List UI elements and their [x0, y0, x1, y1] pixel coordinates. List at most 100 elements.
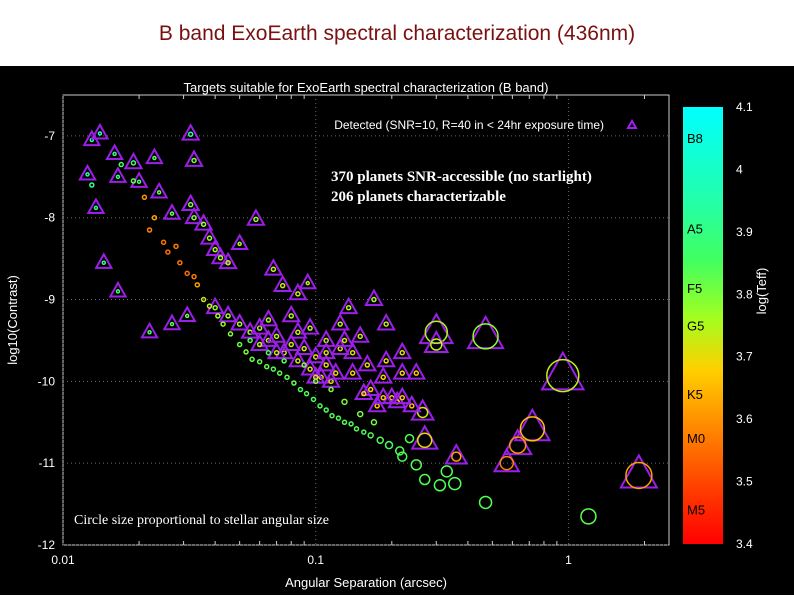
planet-marker — [220, 321, 226, 327]
detected-triangle-marker — [294, 337, 314, 356]
y-tick-label: -12 — [38, 538, 56, 552]
planet-marker — [410, 459, 423, 471]
detected-triangle-marker — [540, 350, 586, 391]
detected-triangle-marker — [392, 386, 413, 405]
planet-marker — [115, 174, 121, 180]
planet-marker — [112, 151, 117, 157]
planet-marker — [451, 451, 462, 462]
chart-title: Targets suitable for ExoEarth spectral c… — [184, 80, 549, 95]
planet-marker — [303, 390, 310, 397]
detected-triangle-marker — [108, 166, 128, 183]
planet-marker — [206, 235, 213, 241]
planet-marker — [256, 358, 263, 365]
detected-triangle-marker — [145, 147, 164, 165]
detected-triangle-marker — [258, 308, 279, 327]
detected-triangle-marker — [376, 349, 396, 368]
detected-triangle-marker — [342, 362, 363, 380]
planet-marker — [416, 406, 429, 419]
planet-marker — [173, 243, 179, 250]
detected-triangle-marker — [288, 282, 308, 301]
colorbar-title: log(Teff) — [754, 268, 769, 315]
planet-marker — [263, 363, 270, 370]
detected-triangle-marker — [316, 341, 336, 360]
planet-marker — [418, 473, 431, 486]
planet-marker — [478, 495, 493, 510]
colorbar-tick-label: 3.5 — [736, 475, 753, 489]
colorbar-tick-label: 3.6 — [736, 412, 753, 426]
detected-triangle-marker — [246, 208, 266, 226]
planet-marker — [169, 321, 175, 327]
planet-marker — [130, 178, 137, 184]
detected-triangle-marker — [272, 274, 293, 293]
detected-triangle-marker — [423, 330, 450, 354]
planet-marker — [85, 172, 90, 177]
planet-marker — [243, 349, 249, 355]
planet-marker — [225, 259, 231, 266]
detected-triangle-marker — [325, 362, 346, 380]
planet-marker — [256, 325, 263, 331]
planet-marker — [291, 380, 297, 386]
planet-marker — [191, 273, 197, 280]
planet-marker — [353, 426, 360, 432]
planet-marker — [212, 304, 218, 311]
colorbar-tick-label: 4 — [736, 162, 743, 176]
y-tick-label: -8 — [44, 211, 55, 225]
detected-triangle-marker — [266, 341, 287, 360]
planet-marker — [546, 358, 580, 393]
planet-marker — [399, 349, 406, 356]
detected-triangle-marker — [354, 382, 374, 401]
data-markers — [78, 122, 659, 525]
planet-marker — [367, 432, 374, 439]
detected-triangle-marker — [249, 333, 270, 351]
planet-marker — [323, 349, 329, 356]
planet-marker — [374, 403, 380, 409]
planet-marker — [212, 246, 218, 253]
planet-marker — [328, 386, 334, 393]
planet-marker — [301, 362, 307, 368]
detected-triangle-marker — [342, 341, 363, 360]
detected-triangle-marker — [373, 386, 394, 405]
detected-triangle-marker — [162, 203, 182, 220]
detected-triangle-marker — [86, 197, 106, 215]
planet-marker — [317, 403, 323, 409]
detected-triangle-marker — [300, 358, 320, 376]
planet-marker — [349, 349, 356, 356]
planet-marker — [136, 179, 142, 184]
planet-marker — [433, 479, 447, 492]
detected-triangle-marker — [316, 353, 336, 372]
detected-triangle-marker — [376, 313, 396, 331]
planet-marker — [253, 216, 259, 223]
detected-triangle-marker — [180, 193, 201, 212]
detected-triangle-marker — [300, 317, 320, 335]
planet-marker — [270, 266, 277, 273]
legend: Detected (SNR=10, R=40 in < 24hr exposur… — [334, 118, 638, 132]
detected-triangle-marker — [229, 313, 250, 331]
detected-triangle-marker — [444, 443, 469, 465]
planet-marker — [295, 358, 301, 364]
planet-marker — [141, 194, 148, 201]
planet-marker — [215, 313, 221, 319]
planet-marker — [440, 465, 454, 478]
planet-marker — [397, 451, 408, 462]
planet-marker — [370, 419, 378, 426]
planet-marker — [118, 161, 124, 168]
detected-triangle-marker — [123, 151, 144, 170]
colorbar-labels: 4.1 4 3.9 3.8 3.7 3.6 3.5 3.4 B8 A5 F5 G5 K5 M0 M5 — [687, 100, 753, 551]
detected-triangle-marker — [218, 304, 238, 323]
planet-marker — [323, 407, 329, 413]
planet-marker — [424, 320, 449, 345]
detected-triangle-marker — [298, 272, 318, 290]
planet-marker — [310, 396, 317, 403]
spectral-type-label: F5 — [687, 281, 702, 296]
planet-marker — [160, 239, 167, 246]
detected-triangle-marker — [162, 313, 182, 331]
detected-triangle-marker — [410, 424, 440, 450]
planet-marker — [413, 370, 420, 376]
detected-triangle-marker — [258, 329, 279, 347]
planet-marker — [237, 241, 242, 247]
spectral-type-label: K5 — [687, 387, 703, 402]
planet-marker — [332, 370, 339, 376]
planet-marker — [295, 329, 301, 336]
planet-marker — [187, 201, 194, 208]
planet-marker — [236, 321, 243, 327]
